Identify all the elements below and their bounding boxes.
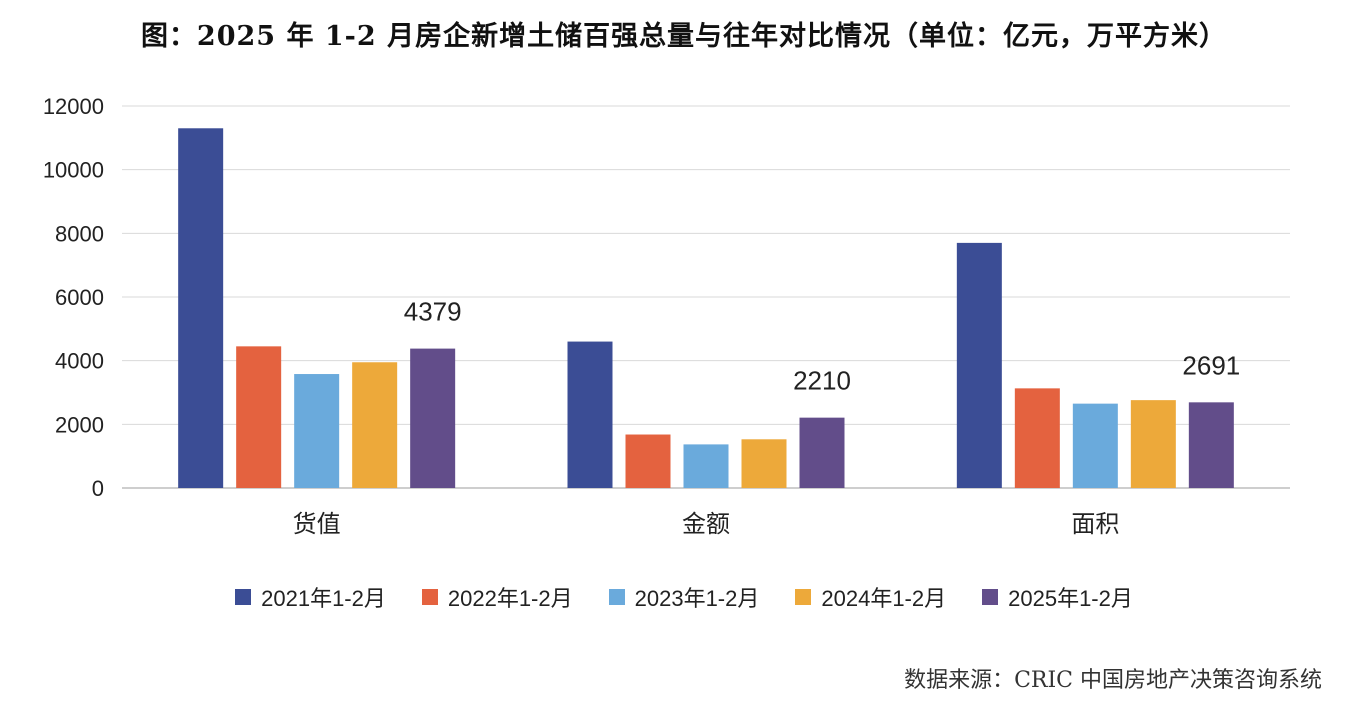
bar-4-2 (741, 439, 787, 488)
bar-1-3 (956, 242, 1002, 488)
y-tick-label: 2000 (55, 412, 104, 437)
category-label: 货值 (293, 510, 341, 538)
y-tick-label: 12000 (43, 94, 104, 119)
legend-swatch (982, 589, 999, 605)
data-label: 2210 (793, 366, 851, 396)
data-label: 2691 (1182, 350, 1240, 380)
data-label: 4379 (404, 297, 462, 327)
bar-4-1 (352, 362, 398, 488)
category-label: 面积 (1071, 510, 1119, 538)
legend-item: 2025年1-2月 (982, 581, 1133, 613)
bar-3-3 (1072, 403, 1118, 488)
legend-label: 2023年1-2月 (634, 586, 760, 611)
legend-swatch (608, 589, 625, 605)
legend-label: 2024年1-2月 (821, 586, 947, 611)
legend-label: 2025年1-2月 (1008, 586, 1133, 611)
y-tick-label: 8000 (55, 221, 104, 246)
bar-5-2 (799, 417, 845, 488)
bar-5-3 (1188, 402, 1234, 488)
y-tick-label: 10000 (43, 158, 104, 183)
bar-2-3 (1014, 388, 1060, 488)
legend-swatch (421, 589, 438, 605)
source-note: 数据来源：CRIC 中国房地产决策咨询系统 (904, 668, 1322, 693)
legend-item: 2021年1-2月 (235, 581, 386, 613)
legend-label: 2021年1-2月 (261, 586, 386, 611)
y-tick-label: 6000 (55, 285, 104, 310)
bar-1-2 (567, 341, 613, 488)
y-tick-label: 0 (92, 476, 104, 501)
bar-1-1 (178, 128, 224, 489)
bar-2-1 (236, 346, 282, 488)
bar-3-1 (294, 374, 340, 488)
y-tick-label: 4000 (55, 349, 104, 374)
bar-2-2 (625, 434, 671, 488)
legend-swatch (235, 589, 252, 605)
bar-5-1 (410, 348, 456, 488)
bar-3-2 (683, 444, 729, 488)
legend-item: 2023年1-2月 (608, 581, 760, 613)
category-label: 金额 (682, 510, 730, 538)
legend-item: 2024年1-2月 (795, 581, 946, 613)
legend: 2021年1-2月 2022年1-2月 2023年1-2月 2024年1-2月 2025… (0, 581, 1368, 613)
legend-label: 2022年1-2月 (447, 586, 573, 611)
chart-title: 图：2025 年 1-2 月房企新增土储百强总量与往年对比情况（单位：亿元，万平… (140, 21, 1228, 52)
legend-item: 2022年1-2月 (421, 581, 573, 613)
legend-swatch (795, 589, 812, 605)
bar-chart: 0 2000 4000 6000 8000 10000 12000 货值 金额 面积 4379 221… (43, 94, 1290, 538)
bar-4-3 (1130, 400, 1176, 488)
